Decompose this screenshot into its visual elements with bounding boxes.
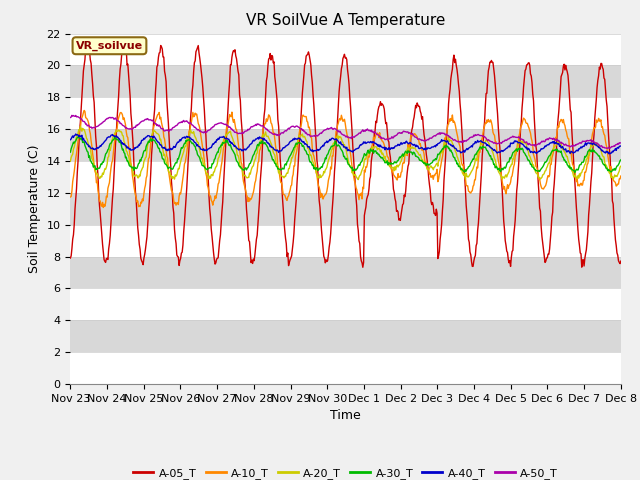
A-50_T — [68, 112, 76, 118]
Bar — [70, 65, 621, 97]
Bar — [70, 97, 621, 129]
A-30_T — [77, 135, 84, 141]
A-05_T — [359, 264, 367, 270]
A-40_T — [134, 144, 141, 150]
Bar — [70, 352, 621, 384]
A-20_T — [134, 175, 141, 180]
A-10_T — [220, 144, 227, 150]
A-30_T — [219, 140, 227, 145]
A-50_T — [429, 134, 437, 140]
A-50_T — [413, 135, 421, 141]
Text: VR_soilvue: VR_soilvue — [76, 41, 143, 51]
A-20_T — [77, 123, 84, 129]
A-50_T — [134, 122, 141, 128]
Title: VR SoilVue A Temperature: VR SoilVue A Temperature — [246, 13, 445, 28]
A-10_T — [99, 204, 107, 210]
Bar — [70, 129, 621, 161]
A-05_T — [219, 199, 227, 204]
Legend: A-05_T, A-10_T, A-20_T, A-30_T, A-40_T, A-50_T: A-05_T, A-10_T, A-20_T, A-30_T, A-40_T, … — [129, 464, 563, 480]
A-10_T — [81, 108, 88, 113]
A-05_T — [134, 225, 141, 231]
A-40_T — [413, 144, 421, 149]
A-20_T — [77, 126, 85, 132]
A-30_T — [413, 154, 421, 160]
A-30_T — [134, 163, 141, 169]
A-30_T — [67, 149, 74, 155]
A-40_T — [67, 137, 74, 143]
A-30_T — [571, 170, 579, 176]
A-20_T — [67, 158, 74, 164]
A-50_T — [190, 123, 198, 129]
A-05_T — [121, 41, 129, 47]
Line: A-40_T: A-40_T — [70, 134, 621, 154]
Y-axis label: Soil Temperature (C): Soil Temperature (C) — [28, 144, 41, 273]
Bar — [70, 193, 621, 225]
A-20_T — [190, 129, 198, 134]
A-50_T — [617, 140, 625, 146]
Bar — [70, 320, 621, 352]
A-05_T — [67, 255, 74, 261]
A-40_T — [219, 134, 227, 140]
A-30_T — [617, 157, 625, 163]
A-05_T — [617, 258, 625, 264]
Bar — [70, 161, 621, 193]
A-40_T — [617, 143, 625, 149]
A-10_T — [414, 136, 422, 142]
A-40_T — [605, 151, 612, 156]
A-30_T — [429, 157, 437, 163]
A-40_T — [72, 131, 79, 137]
A-30_T — [190, 141, 198, 147]
X-axis label: Time: Time — [330, 409, 361, 422]
A-30_T — [111, 134, 118, 140]
A-20_T — [617, 163, 625, 169]
Line: A-50_T: A-50_T — [70, 115, 621, 148]
A-10_T — [617, 173, 625, 179]
Line: A-05_T: A-05_T — [70, 44, 621, 267]
A-40_T — [77, 134, 85, 140]
A-50_T — [77, 116, 85, 121]
Bar — [70, 225, 621, 257]
A-05_T — [414, 102, 422, 108]
A-40_T — [429, 144, 437, 150]
Line: A-10_T: A-10_T — [70, 110, 621, 207]
A-40_T — [190, 138, 198, 144]
A-10_T — [134, 204, 142, 209]
A-50_T — [603, 145, 611, 151]
A-10_T — [67, 194, 74, 200]
Bar — [70, 288, 621, 320]
A-50_T — [67, 115, 74, 120]
A-10_T — [191, 113, 198, 119]
Line: A-20_T: A-20_T — [70, 126, 621, 180]
A-05_T — [77, 120, 84, 125]
Bar — [70, 34, 621, 65]
A-20_T — [414, 150, 422, 156]
A-50_T — [219, 120, 227, 126]
A-05_T — [190, 69, 198, 74]
A-20_T — [430, 165, 438, 170]
A-10_T — [430, 172, 438, 178]
A-20_T — [355, 177, 362, 182]
A-20_T — [219, 142, 227, 147]
Bar — [70, 257, 621, 288]
Line: A-30_T: A-30_T — [70, 137, 621, 173]
A-10_T — [77, 126, 84, 132]
A-05_T — [430, 210, 438, 216]
